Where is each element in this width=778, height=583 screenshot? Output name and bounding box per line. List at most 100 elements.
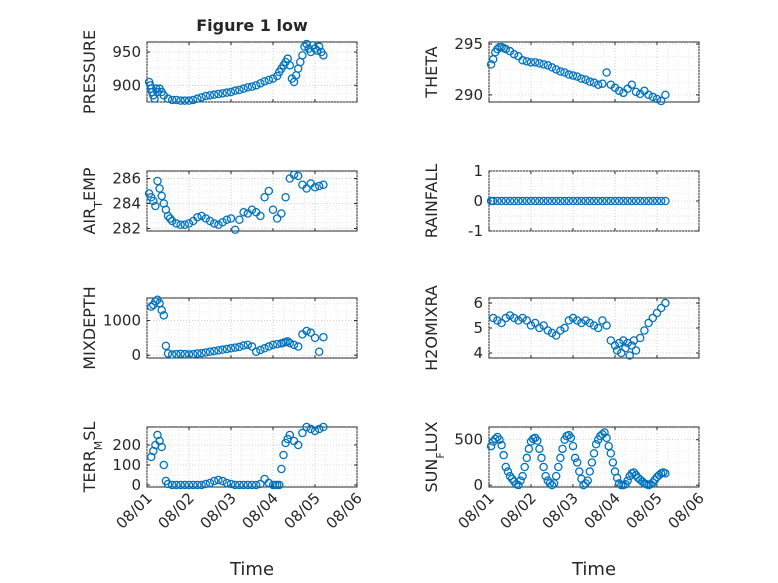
data-point xyxy=(157,191,166,201)
data-point xyxy=(526,321,536,330)
data-point xyxy=(176,480,185,490)
data-point xyxy=(564,196,574,206)
data-point xyxy=(302,39,311,49)
data-point xyxy=(243,83,253,92)
data-point xyxy=(493,196,502,206)
data-point xyxy=(247,342,257,351)
data-point xyxy=(293,440,303,450)
data-point xyxy=(644,196,653,206)
data-point xyxy=(214,89,223,99)
data-point xyxy=(503,467,513,476)
data-point xyxy=(581,316,590,325)
data-point xyxy=(167,95,177,105)
y-tick-label: 286 xyxy=(112,170,141,188)
data-point xyxy=(314,42,324,51)
data-point xyxy=(159,460,169,470)
data-point xyxy=(564,316,574,325)
x-tick-label: 08/02 xyxy=(155,489,198,532)
data-point xyxy=(602,196,611,206)
data-point xyxy=(176,96,185,105)
data-point xyxy=(310,44,320,53)
data-point xyxy=(499,450,508,460)
data-point xyxy=(172,219,181,228)
data-point xyxy=(491,434,500,444)
data-point xyxy=(300,42,309,51)
data-point xyxy=(184,96,194,105)
data-point xyxy=(209,90,219,99)
series-8 xyxy=(486,428,670,490)
data-point xyxy=(648,313,658,323)
data-point xyxy=(606,336,616,345)
data-point xyxy=(205,478,215,488)
data-point xyxy=(486,441,496,451)
data-point xyxy=(623,196,632,206)
data-point xyxy=(520,462,529,472)
data-point xyxy=(293,342,303,351)
data-point xyxy=(209,346,219,356)
data-point xyxy=(617,348,626,358)
data-point xyxy=(488,196,498,206)
data-point xyxy=(501,44,511,54)
data-point xyxy=(285,61,295,70)
data-point xyxy=(640,196,649,206)
x-tick-label: 08/06 xyxy=(665,489,708,532)
data-point xyxy=(201,479,211,489)
data-point xyxy=(281,192,290,202)
data-point xyxy=(614,196,624,206)
data-point xyxy=(247,480,257,490)
data-point xyxy=(556,326,565,335)
data-point xyxy=(581,75,590,84)
data-point xyxy=(635,333,645,343)
data-point xyxy=(661,469,670,478)
data-point xyxy=(197,211,206,221)
subplot-4: -1 0 1 RAINFALL xyxy=(422,162,700,240)
data-point xyxy=(602,68,611,77)
data-point xyxy=(623,476,632,485)
data-point xyxy=(319,51,328,60)
data-point xyxy=(264,342,274,351)
data-point xyxy=(619,196,628,206)
data-point xyxy=(656,303,666,313)
series-3 xyxy=(144,170,328,234)
data-point xyxy=(197,93,206,102)
data-point xyxy=(314,181,324,191)
data-point xyxy=(516,476,525,485)
data-point xyxy=(214,475,223,485)
data-point xyxy=(610,341,620,350)
data-point xyxy=(522,196,532,206)
data-point xyxy=(646,480,655,489)
data-point xyxy=(205,347,215,357)
data-point xyxy=(640,326,649,335)
data-point xyxy=(598,196,607,206)
data-point xyxy=(593,196,603,206)
y-tick-label: 1000 xyxy=(103,312,141,330)
data-point xyxy=(146,302,156,311)
data-point xyxy=(526,196,536,206)
data-point xyxy=(272,71,282,81)
data-point xyxy=(591,440,601,449)
data-point xyxy=(570,453,580,463)
data-point xyxy=(314,424,324,434)
data-point xyxy=(176,220,185,229)
y-axis-label-8: SUNFLUX xyxy=(422,421,447,492)
y-tick-label: 900 xyxy=(112,76,141,94)
data-point xyxy=(602,433,611,443)
data-point xyxy=(319,180,328,189)
data-point xyxy=(272,214,282,223)
y-axis-label-3: AIRTEMP xyxy=(80,167,105,234)
data-point xyxy=(184,219,194,228)
data-point xyxy=(302,422,311,432)
data-point xyxy=(556,453,565,463)
data-point xyxy=(589,321,599,330)
data-point xyxy=(157,442,166,452)
data-point xyxy=(163,349,173,358)
data-point xyxy=(606,449,616,458)
data-point xyxy=(218,476,227,486)
data-point xyxy=(547,480,557,490)
data-point xyxy=(551,331,561,340)
data-point xyxy=(172,480,181,490)
series-1 xyxy=(144,39,328,105)
data-point xyxy=(598,79,607,88)
data-point xyxy=(222,344,232,354)
y-tick-label: 950 xyxy=(112,43,141,61)
